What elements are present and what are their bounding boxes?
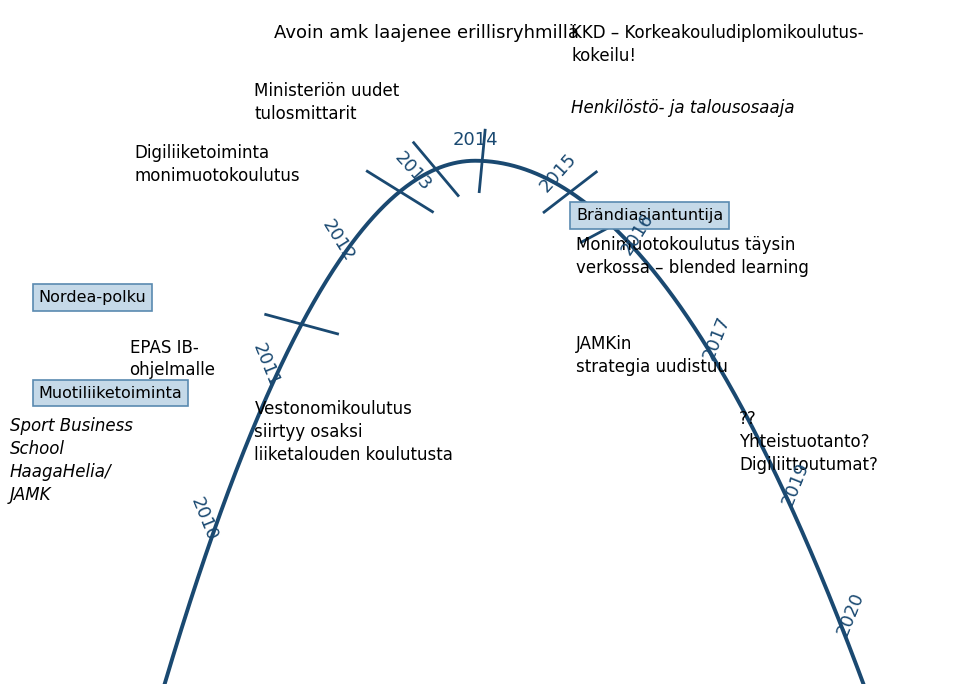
Text: 2016: 2016 [617, 210, 657, 258]
Text: Henkilöstö- ja talousosaaja: Henkilöstö- ja talousosaaja [571, 99, 795, 117]
Text: Avoin amk laajenee erillisryhmillä: Avoin amk laajenee erillisryhmillä [274, 24, 579, 42]
Text: EPAS IB-
ohjelmalle: EPAS IB- ohjelmalle [130, 339, 216, 380]
Text: Sport Business
School
HaagaHelia/
JAMK: Sport Business School HaagaHelia/ JAMK [10, 417, 132, 504]
Text: Digiliiketoiminta
monimuotokoulutus: Digiliiketoiminta monimuotokoulutus [134, 144, 300, 185]
Text: 2010: 2010 [187, 495, 221, 544]
Text: KKD – Korkeakouludiplomikoulutus-
kokeilu!: KKD – Korkeakouludiplomikoulutus- kokeil… [571, 24, 864, 65]
Text: JAMKin
strategia uudistuu: JAMKin strategia uudistuu [576, 335, 728, 376]
Text: 2015: 2015 [536, 150, 580, 196]
Text: Brändiasiantuntija: Brändiasiantuntija [576, 208, 723, 223]
Text: 2020: 2020 [834, 590, 868, 638]
Text: Muotiliiketoiminta: Muotiliiketoiminta [38, 386, 182, 401]
Text: ??
Yhteistuotanto?
Digiliittoutumat?: ?? Yhteistuotanto? Digiliittoutumat? [739, 410, 878, 474]
Text: 2011: 2011 [250, 341, 283, 390]
Text: 2019: 2019 [779, 460, 812, 508]
Text: Monimuotokoulutus täysin
verkossa – blended learning: Monimuotokoulutus täysin verkossa – blen… [576, 236, 809, 277]
Text: Vestonomikoulutus
siirtyy osaksi
liiketalouden koulutusta: Vestonomikoulutus siirtyy osaksi liiketa… [254, 400, 453, 464]
Text: Ministeriön uudet
tulosmittarit: Ministeriön uudet tulosmittarit [254, 82, 399, 123]
Text: 2013: 2013 [391, 149, 434, 195]
Text: 2017: 2017 [700, 314, 733, 363]
Text: 2012: 2012 [319, 216, 358, 264]
Text: Nordea-polku: Nordea-polku [38, 290, 146, 305]
Text: 2014: 2014 [452, 131, 498, 149]
